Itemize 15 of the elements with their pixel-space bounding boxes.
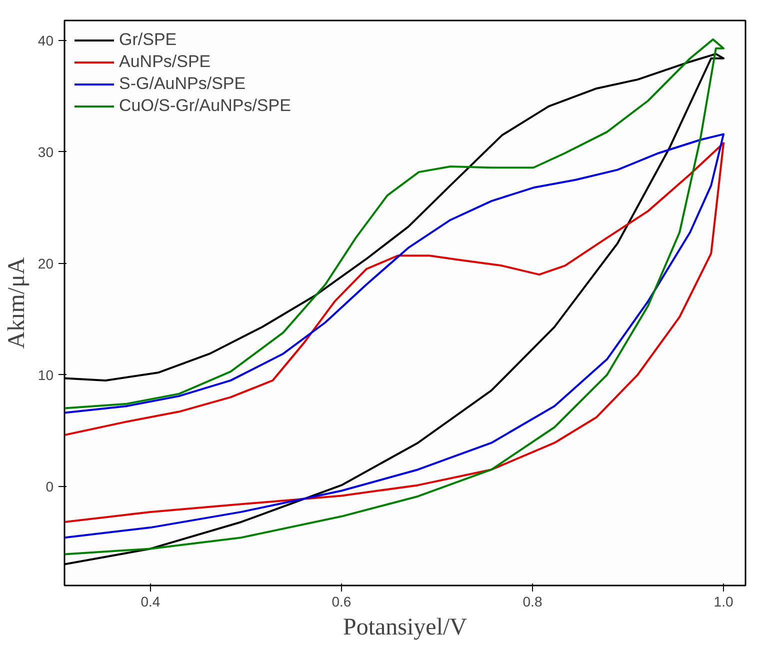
x-tick-label: 0.8 [522, 594, 542, 610]
x-tick-label: 1.0 [714, 594, 734, 610]
x-axis-title: Potansiyel/V [343, 614, 468, 640]
y-tick-label: 30 [38, 144, 54, 160]
y-tick-label: 0 [46, 478, 54, 494]
y-tick-label: 10 [38, 366, 54, 383]
legend-label: AuNPs/SPE [119, 52, 211, 72]
y-tick-label: 40 [38, 32, 54, 49]
y-tick-label: 20 [38, 255, 54, 272]
legend-label: S-G/AuNPs/SPE [119, 74, 246, 94]
x-tick-label: 0.4 [140, 594, 160, 610]
legend-label: Gr/SPE [119, 30, 177, 50]
legend-label: CuO/S-Gr/AuNPs/SPE [119, 96, 291, 116]
x-tick-label: 0.6 [332, 594, 352, 610]
y-axis-title: Akım/μA [4, 256, 30, 349]
